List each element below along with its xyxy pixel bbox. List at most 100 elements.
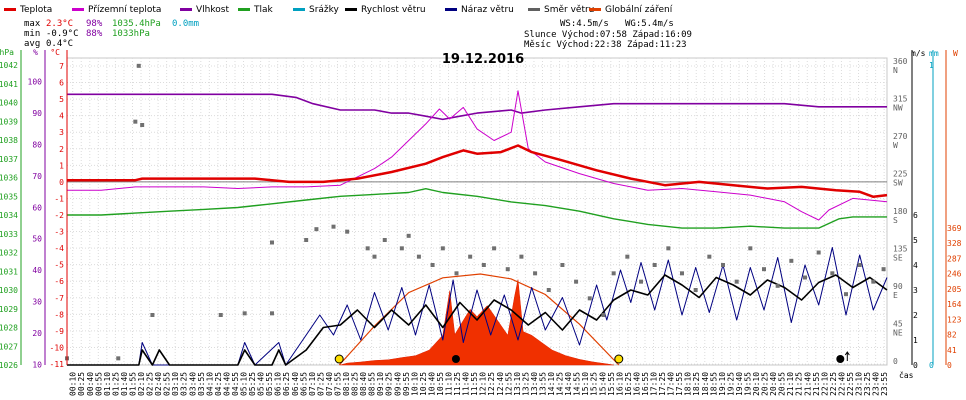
temp-tick: -8 (54, 310, 64, 319)
rad-unit: W (953, 49, 958, 58)
x-tick: 03:25 (180, 372, 189, 396)
x-tick: 10:40 (427, 372, 436, 396)
dir-letter: N (893, 66, 898, 75)
wind-dir-dot (693, 288, 698, 292)
stat-ws: WS:4.5m/s (560, 19, 609, 29)
x-tick: 11:40 (462, 372, 471, 396)
x-tick: 06:25 (282, 372, 291, 396)
x-tick: 17:10 (650, 372, 659, 396)
rad-tick: 123 (947, 315, 962, 324)
x-tick: 00:40 (86, 372, 95, 396)
temp-tick: 6 (59, 79, 64, 88)
pct-tick: 100 (28, 78, 43, 87)
x-tick: 23:25 (863, 372, 872, 396)
wind-dir-dot (492, 246, 497, 251)
hpa-tick: 1040 (0, 99, 18, 108)
wind-tick: 1 (913, 336, 918, 345)
x-tick: 23:10 (855, 372, 864, 396)
legend-swatch (528, 8, 540, 11)
x-axis-label: čas (899, 370, 914, 380)
moonrise-arrow-icon (844, 351, 850, 361)
x-tick: 21:10 (786, 372, 795, 396)
x-tick: 09:10 (376, 372, 385, 396)
x-tick: 09:25 (385, 372, 394, 396)
dir-letter: W (893, 141, 898, 150)
rad-tick: 41 (947, 346, 957, 355)
x-tick: 07:25 (316, 372, 325, 396)
stat-moon: Měsíc Východ:22:38 Západ:11:23 (524, 40, 687, 50)
pressure-line (67, 188, 887, 229)
wind-dir-dot (304, 238, 309, 242)
x-tick: 20:10 (752, 372, 761, 396)
temp-tick: 5 (59, 95, 64, 104)
hpa-tick: 1034 (0, 211, 18, 220)
x-tick: 04:40 (222, 372, 231, 396)
x-tick: 17:55 (675, 372, 684, 396)
rain-unit: mm (929, 49, 939, 58)
x-tick: 08:25 (351, 372, 360, 396)
x-tick: 05:25 (248, 372, 257, 396)
x-tick: 19:55 (743, 372, 752, 396)
x-tick: 01:25 (111, 372, 120, 396)
hpa-tick: 1027 (0, 342, 18, 351)
wind-dir-dot (331, 224, 336, 229)
legend-swatch (238, 8, 250, 11)
x-tick: 15:25 (590, 372, 599, 396)
wind-dir-dot (382, 238, 387, 242)
x-tick: 15:10 (581, 372, 590, 396)
x-tick: 21:40 (803, 372, 812, 396)
temp-tick: -10 (50, 343, 65, 352)
dir-tick: 315 (893, 95, 908, 104)
hpa-tick: 1037 (0, 155, 18, 164)
hpa-unit: hPa (0, 48, 14, 57)
stat-temp: 0.4°C (46, 39, 73, 49)
wind-dir-dot (587, 296, 592, 301)
temp-tick: -9 (54, 327, 64, 336)
wind-dir-dot (789, 258, 794, 263)
temp-tick: -2 (54, 211, 64, 220)
legend-label: Globální záření (605, 5, 673, 15)
x-tick: 12:10 (479, 372, 488, 396)
x-tick: 12:55 (504, 372, 513, 396)
wind-dir-dot (454, 271, 459, 276)
x-tick: 11:55 (470, 372, 479, 396)
pct-unit: % (33, 48, 38, 57)
hpa-tick: 1042 (0, 61, 18, 70)
stat-wg: WG:5.4m/s (625, 19, 674, 29)
wind-dir-dot (505, 267, 510, 272)
x-tick: 18:55 (709, 372, 718, 396)
dir-tick: 360 (893, 57, 908, 66)
x-tick: 06:40 (291, 372, 300, 396)
dir-letter: NW (893, 104, 903, 113)
pct-tick: 30 (32, 298, 42, 307)
legend-item: Směr větru (528, 5, 594, 15)
rad-tick: 164 (947, 300, 962, 309)
rad-tick: 287 (947, 254, 962, 263)
legend-item: Rychlost větru (345, 5, 426, 15)
x-tick: 02:25 (146, 372, 155, 396)
rad-tick: 328 (947, 239, 962, 248)
legend-item: Přízemní teplota (72, 5, 161, 15)
moonrise-icon (836, 355, 845, 363)
wind-dir-dot (440, 246, 445, 251)
stat-pressure: 1035.4hPa (112, 19, 161, 29)
rain-tick: 1 (929, 61, 934, 70)
dir-tick: 0 (893, 357, 898, 366)
humidity-line (67, 93, 887, 121)
wind-dir-dot (816, 250, 821, 255)
legend-swatch (72, 8, 84, 11)
wind-dir-dot (533, 271, 538, 276)
rad-tick: 205 (947, 285, 962, 294)
x-tick: 01:10 (103, 372, 112, 396)
x-tick: 07:40 (325, 372, 334, 396)
x-tick: 14:55 (573, 372, 582, 396)
dir-tick: 135 (893, 245, 908, 254)
x-tick: 19:25 (726, 372, 735, 396)
x-tick: 14:10 (547, 372, 556, 396)
x-tick: 21:55 (812, 372, 821, 396)
legend-label: Rychlost větru (361, 5, 426, 15)
wind-dir-dot (136, 63, 141, 68)
wind-dir-dot (762, 267, 766, 272)
hpa-tick: 1032 (0, 249, 18, 258)
hpa-tick: 1028 (0, 324, 18, 333)
